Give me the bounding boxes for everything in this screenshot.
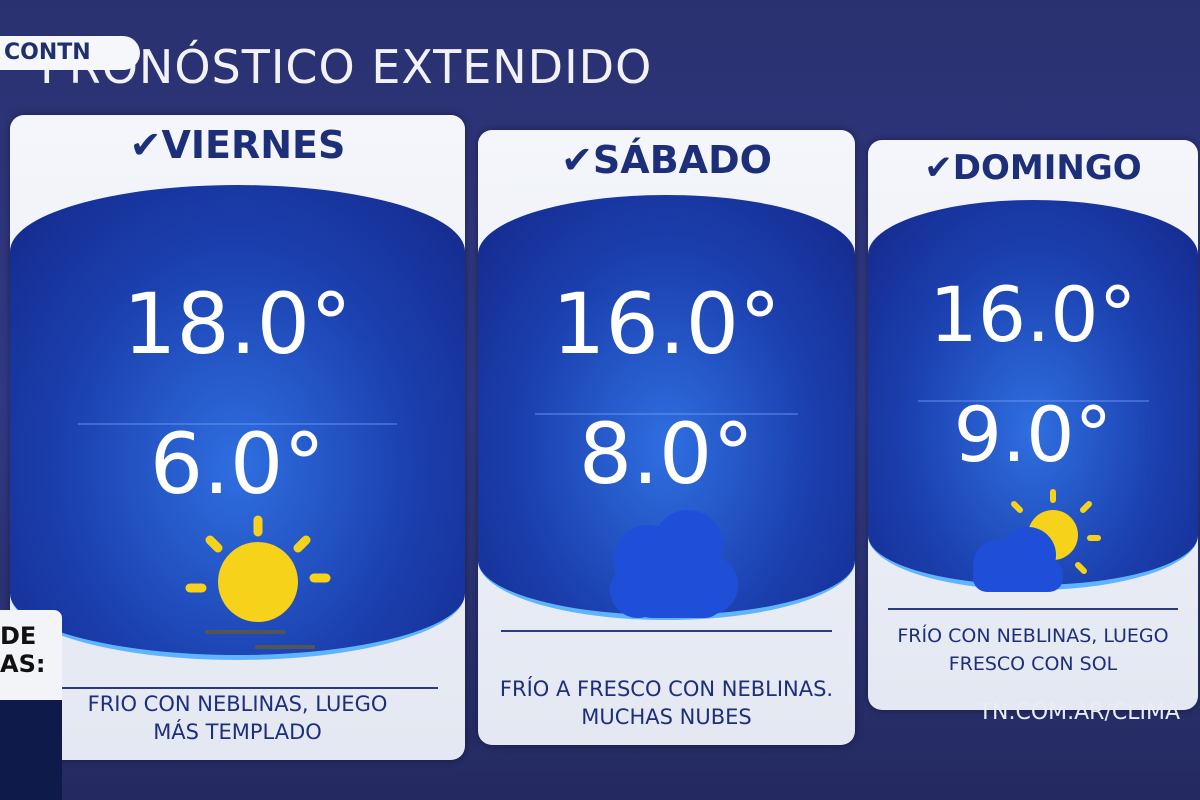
rule [37, 687, 438, 689]
sun-icon [185, 515, 331, 649]
day-card: ✔SÁBADO 16.0° 8.0° FRÍO A FRESCO CON NEB… [478, 130, 855, 745]
desc-line: MUCHAS NUBES [581, 705, 752, 729]
separator [534, 413, 799, 415]
description: FRÍO A FRESCO CON NEBLINAS. MUCHAS NUBES [478, 675, 855, 731]
day-card: ✔VIERNES 18.0° 6.0° FRIO CON NEBLINAS, L… [10, 115, 465, 760]
rule [887, 608, 1179, 610]
day-name: ✔DOMINGO [924, 148, 1142, 188]
day-card: ✔DOMINGO 16.0° 9.0° FRÍO CON NEBLINAS, L… [868, 140, 1198, 710]
day-name: ✔SÁBADO [561, 138, 772, 182]
separator [78, 423, 397, 425]
desc-line: FRIO CON NEBLINAS, LUEGO [87, 692, 388, 716]
temp-panel: 18.0° 6.0° [10, 185, 465, 660]
url: TN.COM.AR/CLIMA [978, 700, 1180, 725]
fragment: DE [0, 622, 37, 650]
desc-line: MÁS TEMPLADO [153, 720, 322, 744]
cloud-icon [610, 510, 738, 618]
max-temp: 16.0° [551, 275, 782, 373]
side-panel: DE AS: [0, 610, 62, 800]
logo: CONTN [0, 36, 140, 70]
min-temp: 9.0° [953, 390, 1113, 479]
description: FRIO CON NEBLINAS, LUEGO MÁS TEMPLADO [10, 690, 465, 746]
temp-panel: 16.0° 9.0° [868, 200, 1198, 590]
desc-line: FRESCO CON SOL [948, 653, 1118, 675]
min-temp: 8.0° [578, 405, 755, 503]
day-label: DOMINGO [952, 148, 1142, 188]
min-temp: 6.0° [149, 415, 326, 513]
fragment: AS: [0, 650, 46, 678]
desc-line: FRÍO CON NEBLINAS, LUEGO [897, 625, 1169, 647]
rule [500, 630, 833, 632]
max-temp: 16.0° [929, 270, 1137, 359]
title: PRONÓSTICO EXTENDIDO [40, 40, 653, 94]
max-temp: 18.0° [122, 275, 353, 373]
separator [917, 400, 1149, 402]
day-label: SÁBADO [592, 138, 772, 182]
description: FRÍO CON NEBLINAS, LUEGO FRESCO CON SOL [868, 622, 1198, 678]
desc-line: FRÍO A FRESCO CON NEBLINAS. [499, 677, 834, 701]
day-name: ✔VIERNES [129, 123, 346, 167]
side-block [0, 700, 62, 800]
sun-cloud-icon [973, 489, 1101, 592]
day-label: VIERNES [161, 123, 346, 167]
